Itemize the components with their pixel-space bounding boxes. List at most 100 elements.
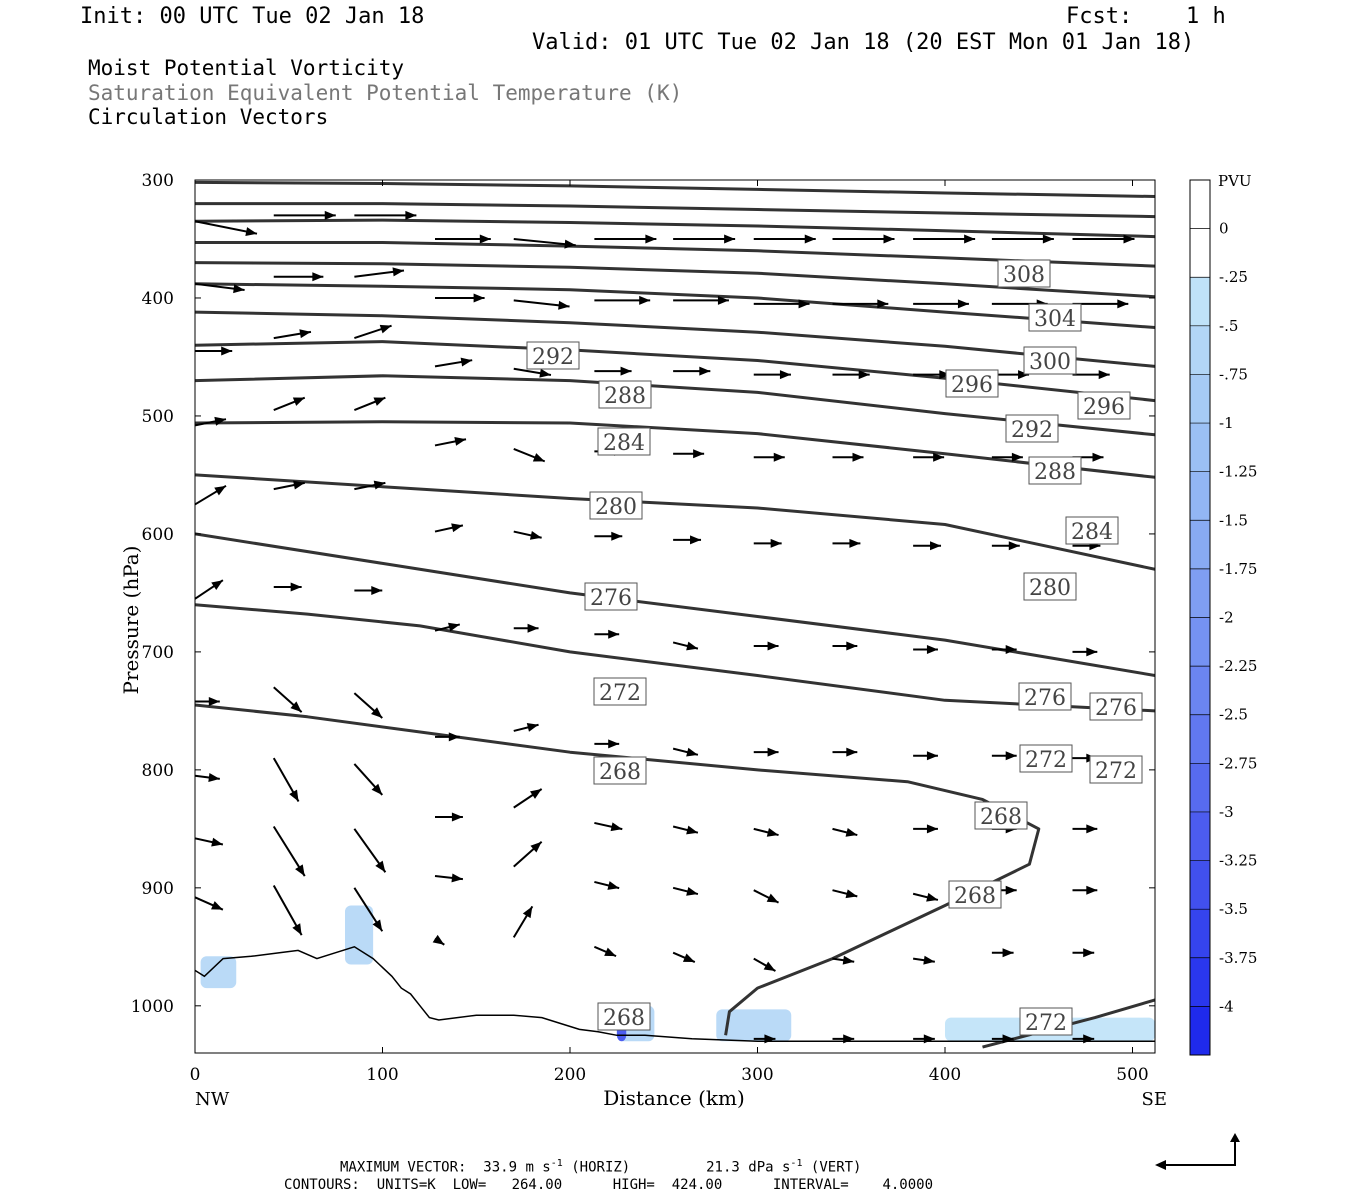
vector-head xyxy=(211,901,223,910)
vector-arrow xyxy=(991,541,1020,551)
vector-head xyxy=(558,300,570,310)
vector-arrow xyxy=(913,751,938,761)
vector-head xyxy=(208,696,220,706)
contour-label-box xyxy=(1065,516,1119,545)
theta-contour-line xyxy=(195,261,1155,299)
vector-arrow xyxy=(832,538,861,548)
vector-head xyxy=(208,773,220,782)
contour-label-box xyxy=(1028,456,1082,485)
vector-head xyxy=(686,825,698,835)
field-title-pv: Moist Potential Vorticity xyxy=(88,56,405,80)
pv-shade-region xyxy=(716,1009,792,1042)
vector-head xyxy=(608,629,620,639)
vector-head xyxy=(405,210,417,220)
theta-contour-line xyxy=(195,241,1155,268)
vector-arrow xyxy=(991,948,1014,958)
vector-arrow xyxy=(434,436,467,447)
contour-label-text: 272 xyxy=(1025,748,1067,773)
vector-arrow xyxy=(1072,299,1129,309)
x-tick-label: 400 xyxy=(929,1065,961,1085)
vector-arrow xyxy=(673,295,729,305)
vector-arrow xyxy=(594,739,620,749)
contour-label-text: 280 xyxy=(595,495,637,520)
colorbar-label: -2.75 xyxy=(1219,754,1257,772)
colorbar-label: -1.75 xyxy=(1219,560,1257,578)
colorbar-swatch xyxy=(1190,714,1210,764)
vector-head xyxy=(371,783,383,795)
contour-label-box xyxy=(1005,414,1059,443)
vector-head xyxy=(926,892,938,902)
vector-head xyxy=(454,436,466,446)
colorbar-label: -3 xyxy=(1219,803,1234,821)
contour-label-box xyxy=(597,1002,651,1031)
vector-arrow xyxy=(354,396,386,411)
colorbar-swatch xyxy=(1190,1006,1210,1055)
vector-arrow xyxy=(594,629,620,639)
vector-arrow xyxy=(194,579,224,600)
pv-shade-region xyxy=(345,905,374,965)
horiz-value: 33.9 xyxy=(483,1159,518,1176)
vector-head xyxy=(530,789,542,799)
vector-arrow xyxy=(753,747,779,757)
vector-head xyxy=(766,828,779,837)
colorbar-label: 0 xyxy=(1219,220,1229,238)
y-tick-label: 500 xyxy=(142,407,174,427)
vector-head xyxy=(767,641,779,651)
vector-arrow xyxy=(354,267,405,278)
vector-arrow xyxy=(672,747,699,757)
vector-arrow xyxy=(753,957,776,972)
pv-colorbar: 0 -.25 -.5 -.75 -1 -1.25 -1.5 -1.75 -2 -2.25 -2.5 -… xyxy=(1189,179,1257,1056)
vector-arrow xyxy=(194,837,224,847)
vector-head xyxy=(448,622,460,632)
vector-head xyxy=(1086,885,1098,895)
contour-label-box xyxy=(997,259,1051,288)
contour-label-box xyxy=(1018,682,1072,711)
vector-head xyxy=(717,295,729,305)
contour-label-text: 308 xyxy=(1003,263,1045,288)
contour-labels: 308 304 300 296 292 288 284 280 276 272 268 292 288 2… xyxy=(526,259,1143,1036)
vector-head xyxy=(479,234,491,244)
theta-contour-line xyxy=(195,218,1155,239)
vector-head xyxy=(245,227,257,236)
colorbar-swatch xyxy=(1190,228,1210,278)
colorbar-swatch xyxy=(1190,617,1210,667)
colorbar-swatch xyxy=(1190,957,1210,1007)
colorbar-swatch xyxy=(1190,860,1210,910)
vector-head xyxy=(371,707,383,718)
vector-head xyxy=(529,530,542,540)
vector-head xyxy=(693,449,705,459)
terrain xyxy=(195,945,1155,1042)
vector-head xyxy=(532,453,545,462)
vector-arrow xyxy=(912,892,939,902)
vector-head xyxy=(526,723,539,732)
contour-label-text: 296 xyxy=(1083,395,1125,420)
x-axis-label: Distance (km) xyxy=(603,1086,745,1110)
vector-arrow xyxy=(513,841,543,868)
vector-arrow xyxy=(673,535,702,545)
vector-head xyxy=(846,747,858,757)
vector-arrow xyxy=(991,234,1054,244)
fcst-value: 1 h xyxy=(1186,4,1226,29)
contour-label-box xyxy=(584,582,638,611)
contour-label-text: 300 xyxy=(1029,350,1071,375)
colorbar-label: -3.25 xyxy=(1219,852,1257,870)
vector-head xyxy=(607,881,620,890)
vector-head xyxy=(1042,234,1054,244)
vector-arrow xyxy=(194,773,220,782)
vector-arrow xyxy=(273,210,336,220)
vector-arrow xyxy=(832,370,870,380)
vector-arrow xyxy=(991,1034,1014,1044)
vector-head xyxy=(214,485,226,496)
vector-head xyxy=(682,953,695,963)
vector-arrow xyxy=(513,788,543,809)
contour-label-text: 268 xyxy=(980,805,1022,830)
vert-tag: (VERT) xyxy=(810,1159,862,1176)
vector-head xyxy=(1083,1034,1095,1044)
vector-head xyxy=(460,357,473,367)
vector-arrow xyxy=(194,416,227,427)
contour-label-text: 276 xyxy=(1095,696,1137,721)
vector-arrow xyxy=(594,880,620,890)
vector-arrow xyxy=(753,452,785,462)
vector-head xyxy=(926,751,938,761)
vector-head xyxy=(923,1034,935,1044)
